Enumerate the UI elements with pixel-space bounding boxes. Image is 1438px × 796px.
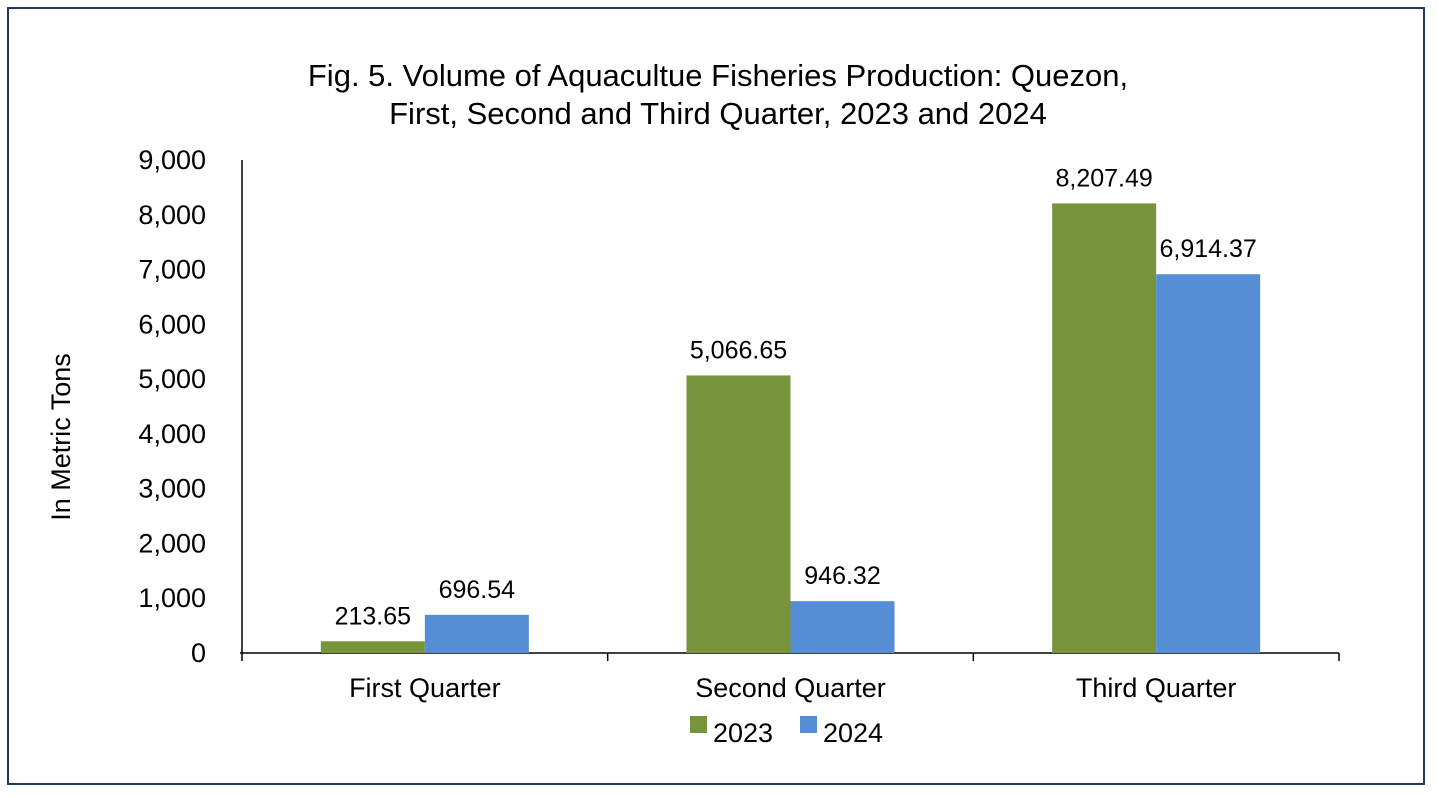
y-tick-label: 2,000 <box>138 528 206 558</box>
bar-2024-1 <box>790 601 895 653</box>
bar-2023-1 <box>686 375 791 653</box>
data-label: 6,914.37 <box>1160 235 1257 263</box>
bar-2024-2 <box>1156 274 1261 653</box>
x-category-label: First Quarter <box>349 673 501 703</box>
data-label: 8,207.49 <box>1056 164 1153 192</box>
legend-label: 2023 <box>713 718 773 748</box>
chart-title: Fig. 5. Volume of Aquacultue Fisheries P… <box>9 57 1427 133</box>
x-category-label: Third Quarter <box>1076 673 1237 703</box>
y-tick-label: 7,000 <box>138 255 206 285</box>
bar-2023-0 <box>320 641 425 653</box>
legend-swatch-2023 <box>690 716 707 733</box>
y-tick-label: 0 <box>191 638 206 668</box>
y-tick-label: 4,000 <box>138 419 206 449</box>
y-tick-label: 1,000 <box>138 583 206 613</box>
data-label: 5,066.65 <box>690 336 787 364</box>
y-tick-label: 9,000 <box>138 145 206 175</box>
x-category-label: Second Quarter <box>695 673 886 703</box>
chart-title-line-1: Fig. 5. Volume of Aquacultue Fisheries P… <box>307 58 1129 93</box>
data-label: 696.54 <box>439 576 516 604</box>
legend-label: 2024 <box>823 718 883 748</box>
legend-swatch-2024 <box>800 716 817 733</box>
data-label: 213.65 <box>335 602 411 630</box>
chart-title-line-2: First, Second and Third Quarter, 2023 an… <box>389 96 1047 131</box>
data-label: 946.32 <box>804 562 880 590</box>
y-tick-label: 8,000 <box>138 200 206 230</box>
y-tick-label: 3,000 <box>138 474 206 504</box>
bar-2023-2 <box>1052 203 1157 654</box>
y-tick-label: 6,000 <box>138 309 206 339</box>
y-axis-title: In Metric Tons <box>46 353 76 521</box>
bar-2024-0 <box>424 614 529 653</box>
y-tick-label: 5,000 <box>138 364 206 394</box>
